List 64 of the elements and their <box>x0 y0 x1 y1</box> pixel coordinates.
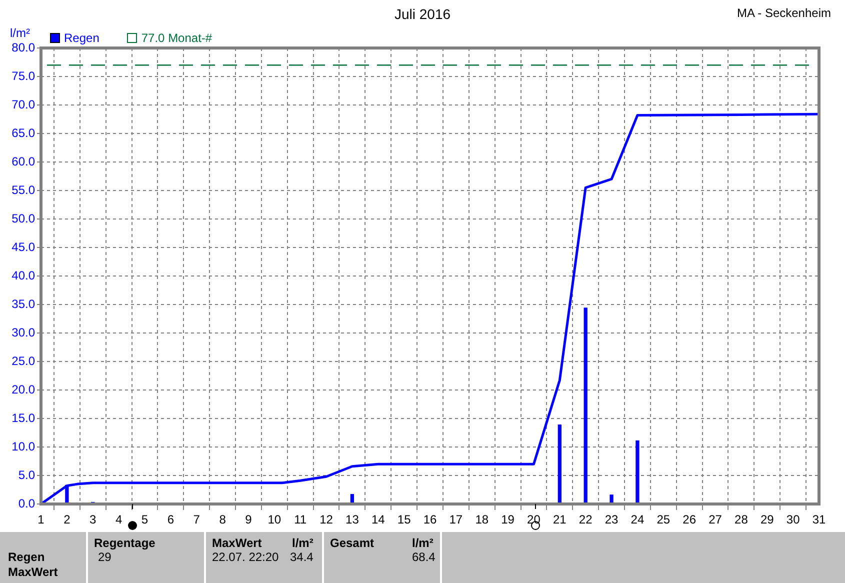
x-tick-label: 18 <box>475 512 489 527</box>
y-tick-label: 35.0 <box>12 296 36 311</box>
y-tick-label: 75.0 <box>12 68 36 83</box>
text: Gesamt <box>330 536 374 550</box>
x-tick-label: 17 <box>449 512 463 527</box>
x-tick-label: 25 <box>656 512 670 527</box>
x-tick-label: 12 <box>320 512 334 527</box>
x-tick-label: 30 <box>786 512 800 527</box>
x-tick-label: 6 <box>167 512 174 527</box>
x-tick-label: 5 <box>141 512 148 527</box>
y-tick-label: 50.0 <box>12 211 36 226</box>
text: l/m² <box>412 536 434 550</box>
x-tick-label: 4 <box>115 512 122 527</box>
x-tick-label: 15 <box>397 512 412 527</box>
legend-label: Regen <box>64 31 100 45</box>
text: l/m² <box>292 536 314 550</box>
x-tick-label: 14 <box>371 512 386 527</box>
x-tick-label: 9 <box>245 512 252 527</box>
y-tick-label: 0.0 <box>18 496 36 510</box>
x-tick-label: 22 <box>578 512 593 527</box>
x-tick-label: 31 <box>812 512 826 527</box>
text: 22.07. 22:20 <box>212 550 279 564</box>
y-tick-label: 30.0 <box>12 325 36 340</box>
x-tick-label: 1 <box>38 512 45 527</box>
text: 68.4 <box>412 550 436 564</box>
x-tick-label: 10 <box>268 512 282 527</box>
text: MaxWert <box>212 536 262 550</box>
text: Regentage <box>94 536 156 550</box>
chart-title: Juli 2016 <box>394 6 451 22</box>
y-tick-label: 10.0 <box>12 439 36 454</box>
legend-label: 77.0 Monat-# <box>141 31 212 45</box>
y-tick-label: 65.0 <box>12 126 36 140</box>
text: 29 <box>98 550 112 564</box>
y-tick-label: 45.0 <box>12 240 36 254</box>
x-tick-label: 20 <box>527 512 541 527</box>
text: MaxWert <box>8 565 58 579</box>
text: MA - Seckenheim <box>736 6 831 20</box>
text: 34.4 <box>290 550 314 564</box>
x-tick-label: 28 <box>734 512 748 527</box>
x-tick-label: 13 <box>346 512 360 527</box>
x-tick-label: 3 <box>90 512 97 527</box>
x-tick-label: 8 <box>219 512 226 527</box>
y-tick-label: 5.0 <box>18 468 36 482</box>
x-tick-label: 27 <box>708 512 722 527</box>
y-tick-label: 40.0 <box>12 268 36 282</box>
x-tick-label: 21 <box>552 512 567 527</box>
x-tick-label: 11 <box>294 512 307 527</box>
y-tick-label: 25.0 <box>12 354 36 368</box>
y-tick-label: 60.0 <box>12 154 36 168</box>
x-tick-label: 29 <box>760 512 774 527</box>
y-tick-label: 55.0 <box>12 182 36 197</box>
y-tick-label: 20.0 <box>12 382 36 396</box>
x-tick-label: 2 <box>64 512 71 527</box>
y-axis-title: l/m² <box>10 26 30 40</box>
x-tick-label: 23 <box>604 512 619 527</box>
x-tick-label: 26 <box>682 512 696 527</box>
x-tick-label: 24 <box>630 512 644 527</box>
x-tick-label: 19 <box>501 512 515 527</box>
x-tick-label: 7 <box>193 512 200 527</box>
text: Regen <box>8 550 45 564</box>
y-tick-label: 80.0 <box>12 40 36 54</box>
y-tick-label: 15.0 <box>12 410 36 425</box>
y-tick-label: 70.0 <box>12 97 36 112</box>
x-tick-label: 16 <box>423 512 437 527</box>
